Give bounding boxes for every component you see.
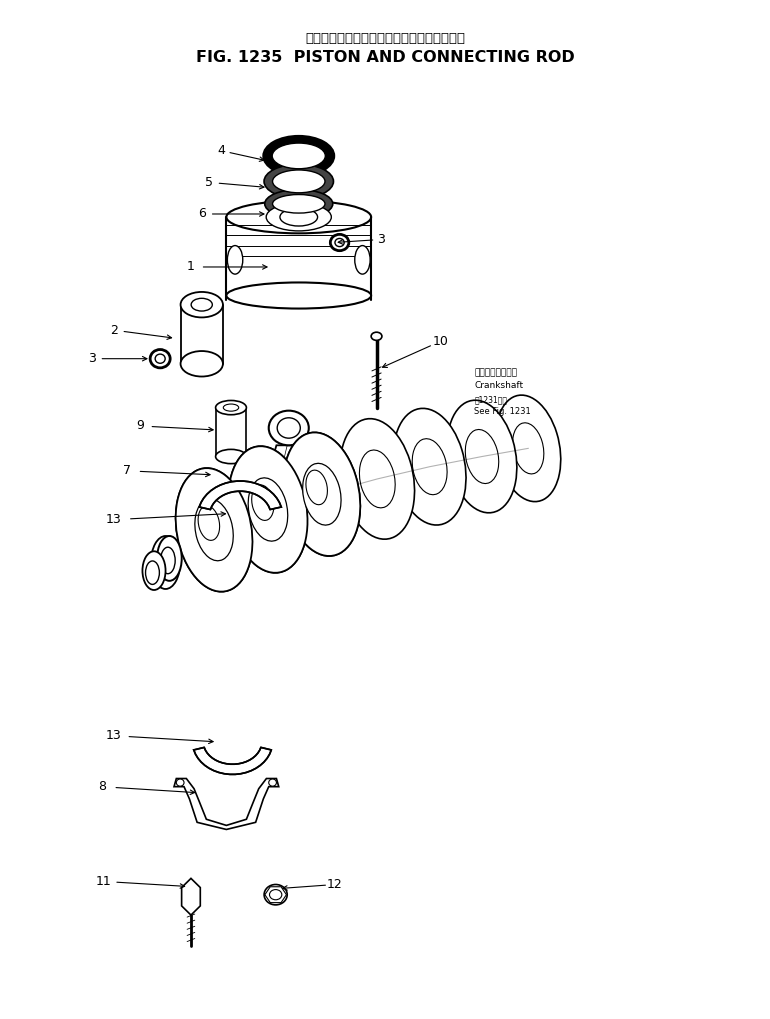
Text: 12: 12 <box>327 878 343 891</box>
Text: FIG. 1235  PISTON AND CONNECTING ROD: FIG. 1235 PISTON AND CONNECTING ROD <box>196 50 574 64</box>
Ellipse shape <box>371 332 382 340</box>
Text: 8: 8 <box>98 781 105 793</box>
Ellipse shape <box>157 536 182 581</box>
Ellipse shape <box>447 400 517 513</box>
Polygon shape <box>244 530 301 554</box>
Ellipse shape <box>393 409 466 525</box>
Ellipse shape <box>146 560 159 585</box>
Ellipse shape <box>180 291 223 317</box>
Ellipse shape <box>270 890 282 900</box>
Ellipse shape <box>156 546 175 579</box>
Ellipse shape <box>496 395 561 501</box>
Text: 11: 11 <box>96 875 112 888</box>
Ellipse shape <box>196 500 233 559</box>
Ellipse shape <box>226 282 371 309</box>
Ellipse shape <box>265 190 333 218</box>
Ellipse shape <box>229 446 307 573</box>
Polygon shape <box>258 445 303 510</box>
Ellipse shape <box>151 536 180 589</box>
Ellipse shape <box>246 503 301 552</box>
Polygon shape <box>194 747 271 774</box>
Ellipse shape <box>161 547 176 574</box>
Ellipse shape <box>340 419 414 539</box>
Ellipse shape <box>248 478 288 541</box>
Ellipse shape <box>412 439 447 494</box>
Ellipse shape <box>256 513 290 543</box>
Polygon shape <box>182 878 200 915</box>
Ellipse shape <box>264 884 287 905</box>
Ellipse shape <box>266 203 331 231</box>
Text: 9: 9 <box>136 420 144 432</box>
Ellipse shape <box>269 779 276 787</box>
Ellipse shape <box>269 411 309 445</box>
Ellipse shape <box>229 446 307 573</box>
Ellipse shape <box>280 208 317 226</box>
Ellipse shape <box>465 429 499 484</box>
Ellipse shape <box>216 400 246 415</box>
Ellipse shape <box>156 355 165 364</box>
Ellipse shape <box>195 499 233 560</box>
Text: Crankshaft: Crankshaft <box>474 381 524 389</box>
Text: 5: 5 <box>206 176 213 189</box>
Ellipse shape <box>180 352 223 377</box>
Text: 1: 1 <box>187 261 195 273</box>
Text: 13: 13 <box>106 730 122 742</box>
Ellipse shape <box>150 350 170 368</box>
Text: 4: 4 <box>218 145 226 157</box>
Ellipse shape <box>263 136 334 176</box>
Ellipse shape <box>252 485 274 521</box>
Ellipse shape <box>303 464 341 525</box>
Ellipse shape <box>335 238 344 247</box>
Ellipse shape <box>330 234 349 251</box>
Polygon shape <box>199 481 281 510</box>
Ellipse shape <box>176 468 253 592</box>
Ellipse shape <box>223 405 239 412</box>
Text: See Fig. 1231: See Fig. 1231 <box>474 408 531 416</box>
Ellipse shape <box>198 505 219 540</box>
Ellipse shape <box>283 432 360 556</box>
Text: 10: 10 <box>433 335 448 347</box>
Text: 7: 7 <box>123 465 131 477</box>
Text: 2: 2 <box>110 324 118 336</box>
Ellipse shape <box>273 143 326 169</box>
Ellipse shape <box>306 470 327 504</box>
Text: 6: 6 <box>198 208 206 220</box>
Ellipse shape <box>264 164 333 199</box>
Ellipse shape <box>283 432 360 556</box>
Ellipse shape <box>249 479 287 540</box>
Text: 3: 3 <box>377 233 385 246</box>
Ellipse shape <box>360 450 395 507</box>
Text: 3: 3 <box>89 353 96 365</box>
Ellipse shape <box>355 246 370 274</box>
Ellipse shape <box>176 779 184 787</box>
Ellipse shape <box>273 170 325 193</box>
Ellipse shape <box>176 468 253 592</box>
Ellipse shape <box>277 418 300 438</box>
Ellipse shape <box>303 465 340 524</box>
Ellipse shape <box>191 299 213 311</box>
Text: ピストン　および　コネクティング　ロッド: ピストン および コネクティング ロッド <box>305 33 465 45</box>
Polygon shape <box>174 779 279 829</box>
Ellipse shape <box>513 423 544 474</box>
Ellipse shape <box>273 195 325 213</box>
Ellipse shape <box>216 449 246 464</box>
Ellipse shape <box>227 246 243 274</box>
Text: 13: 13 <box>106 514 122 526</box>
Text: クランクシャフト: クランクシャフト <box>474 369 517 377</box>
Ellipse shape <box>142 551 166 590</box>
Ellipse shape <box>226 201 371 233</box>
Text: 図1231参照: 図1231参照 <box>474 395 507 404</box>
